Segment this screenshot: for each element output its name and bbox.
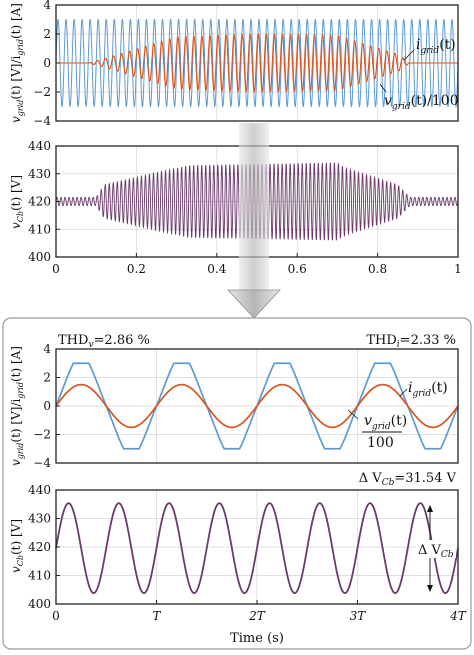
xtick-label: T <box>152 609 161 623</box>
zoom-arrow <box>227 123 281 319</box>
svg-text:igrid(t): igrid(t) <box>416 37 456 56</box>
series-i-grid-bottom <box>55 383 459 429</box>
bottom-cap-ylabel: vCb(t) [V] <box>9 519 25 573</box>
ytick-label: 4 <box>43 342 51 356</box>
ytick-label: −2 <box>33 428 51 442</box>
top-grid-panel: −4 −2 0 2 4 igrid(t) vgrid(t)/100 vgrid(t) [… <box>9 0 459 128</box>
delta-vcb-annotation: Δ VCb=31.54 V <box>359 471 457 488</box>
delta-vcb-bracket: Δ VCb <box>416 505 456 592</box>
ytick-label: 440 <box>28 483 51 497</box>
top-grid-yticks: −4 −2 0 2 4 <box>33 0 60 128</box>
top-cap-xticks: 0 0.2 0.4 0.6 0.8 1 <box>52 253 462 276</box>
series-i-grid-top <box>56 33 458 93</box>
xtick-label: 0.4 <box>207 262 226 276</box>
inset-border <box>2 317 472 650</box>
top-grid-series <box>55 18 459 108</box>
ytick-label: 430 <box>28 512 51 526</box>
bottom-grid-ylabel: vgrid(t) [V]/igrid(t) [A] <box>9 346 25 466</box>
xtick-label: 2T <box>248 609 266 623</box>
xtick-label: 0.2 <box>127 262 146 276</box>
xtick-label: 0.6 <box>288 262 307 276</box>
series-v-cb-bottom <box>55 502 459 594</box>
xtick-label: 1 <box>454 262 462 276</box>
xtick-label: 0 <box>52 262 60 276</box>
ytick-label: 400 <box>28 597 51 611</box>
ytick-label: 4 <box>43 0 51 12</box>
xtick-label: 0 <box>52 609 60 623</box>
ytick-label: −4 <box>33 456 51 470</box>
bottom-grid-series <box>55 362 459 450</box>
label-i-grid-top: igrid(t) <box>403 37 456 61</box>
ytick-label: 2 <box>43 371 51 385</box>
ytick-label: 0 <box>43 56 51 70</box>
ytick-label: 410 <box>28 222 51 236</box>
bottom-cap-xticks: 0 T 2T 3T 4T <box>52 600 467 623</box>
svg-text:Δ VCb: Δ VCb <box>418 543 454 560</box>
bottom-xlabel: Time (s) <box>230 631 284 646</box>
thd-v-annotation: THDv=2.86 % <box>58 333 150 350</box>
ytick-label: 400 <box>28 250 51 264</box>
ytick-label: 420 <box>28 195 51 209</box>
bottom-grid-yticks: −4 −2 0 2 4 <box>33 342 60 470</box>
ytick-label: 420 <box>28 540 51 554</box>
bottom-cap-panel: Δ VCb=31.54 V 400 410 420 430 440 0 T 2T 3T 4T Δ… <box>9 471 467 646</box>
ytick-label: 410 <box>28 569 51 583</box>
ytick-label: 0 <box>43 399 51 413</box>
top-cap-panel: 400 410 420 430 440 0 0.2 0.4 0.6 0.8 1 vCb(t) [V… <box>9 139 462 276</box>
label-i-grid-bottom: igrid(t) <box>399 380 448 399</box>
ytick-label: −2 <box>33 85 51 99</box>
xtick-label: 4T <box>449 609 467 623</box>
top-grid-ylabel: vgrid(t) [V]/igrid(t) [A] <box>9 3 25 123</box>
bottom-cap-series <box>55 502 459 594</box>
svg-text:vgrid(t): vgrid(t) <box>364 413 407 432</box>
svg-text:100: 100 <box>367 435 394 451</box>
ytick-label: 2 <box>43 27 51 41</box>
bottom-grid-panel: −4 −2 0 2 4 THDv=2.86 % THDi=2.33 % igrid(t)… <box>9 333 459 470</box>
label-v-grid-bottom: vgrid(t) 100 <box>347 409 407 451</box>
svg-text:igrid(t): igrid(t) <box>408 380 448 399</box>
ytick-label: 440 <box>28 139 51 153</box>
series-v-grid-top <box>55 18 459 108</box>
thd-i-annotation: THDi=2.33 % <box>366 333 456 350</box>
top-cap-yticks: 400 410 420 430 440 <box>28 139 60 264</box>
svg-text:vgrid(t)/100: vgrid(t)/100 <box>384 93 459 112</box>
ytick-label: 430 <box>28 167 51 181</box>
bottom-cap-yticks: 400 410 420 430 440 <box>28 483 60 611</box>
xtick-label: 0.8 <box>368 262 387 276</box>
label-v-grid-top: vgrid(t)/100 <box>379 83 459 112</box>
ytick-label: −4 <box>33 114 51 128</box>
top-cap-ylabel: vCb(t) [V] <box>9 175 25 229</box>
xtick-label: 3T <box>350 609 367 623</box>
